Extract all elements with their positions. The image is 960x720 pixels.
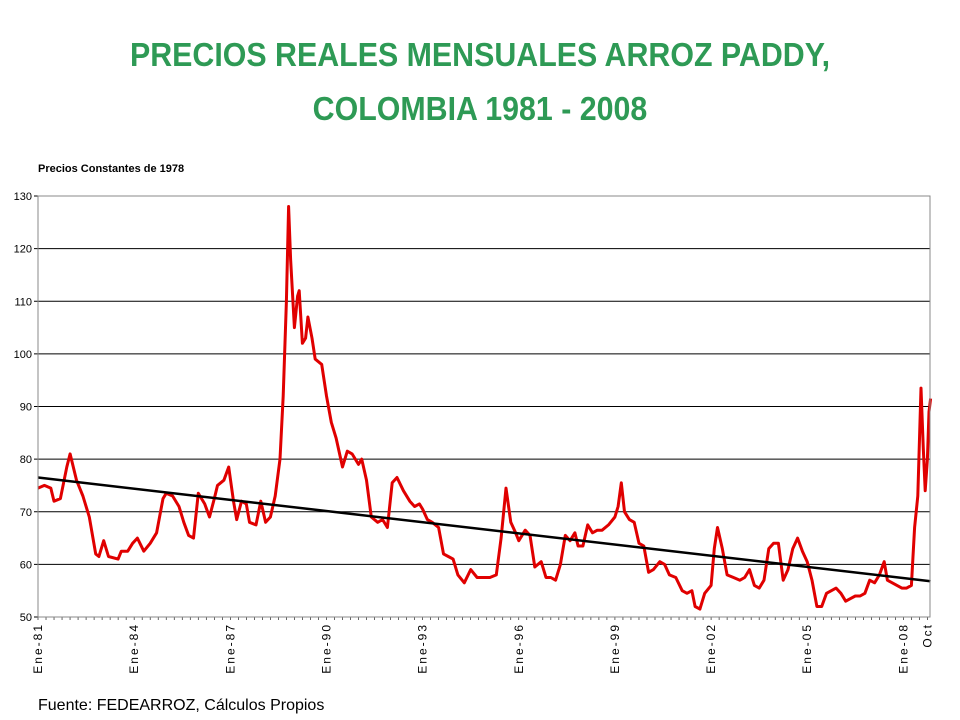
y-axis-ticks: 50 60 70 80 90 100 110 120 130 [14,191,38,624]
y-tick-label: 60 [20,559,32,571]
x-tick-label: Ene-87 [223,623,237,674]
source-note: Fuente: FEDEARROZ, Cálculos Propios [38,697,325,714]
y-tick-label: 110 [14,296,32,308]
x-tick-label: Ene-05 [800,623,814,674]
y-tick-label: 50 [20,612,32,624]
gridlines [38,195,930,618]
chart-title-line-1: PRECIOS REALES MENSUALES ARROZ PADDY, [129,36,831,73]
x-tick-label: Ene-96 [512,623,526,674]
x-tick-label: Oct [920,623,934,648]
x-tick-label: Ene-84 [127,623,141,674]
plot-area-frame [37,195,931,618]
y-tick-label: 120 [14,244,32,256]
x-tick-label: Ene-81 [31,623,45,674]
x-tick-label: Ene-99 [608,623,622,674]
y-tick-label: 80 [20,454,32,466]
y-tick-label: 130 [14,191,32,203]
y-axis-label: Precios Constantes de 1978 [38,163,185,175]
y-tick-label: 100 [14,349,32,361]
y-tick-label: 90 [20,402,32,414]
x-tick-label: Ene-93 [416,623,430,674]
chart-title-line-2: COLOMBIA 1981 - 2008 [312,90,648,127]
series-lines [37,205,933,611]
price-series-line [37,205,933,611]
x-tick-label: Ene-08 [896,623,910,674]
x-tick-label: Ene-02 [704,623,718,674]
trend-line [37,476,931,583]
x-axis-ticks: Ene-81 Ene-84 Ene-87 Ene-90 Ene-93 Ene-96 Ene-… [31,617,934,674]
y-tick-label: 70 [20,507,32,519]
x-tick-label: Ene-90 [319,623,333,674]
